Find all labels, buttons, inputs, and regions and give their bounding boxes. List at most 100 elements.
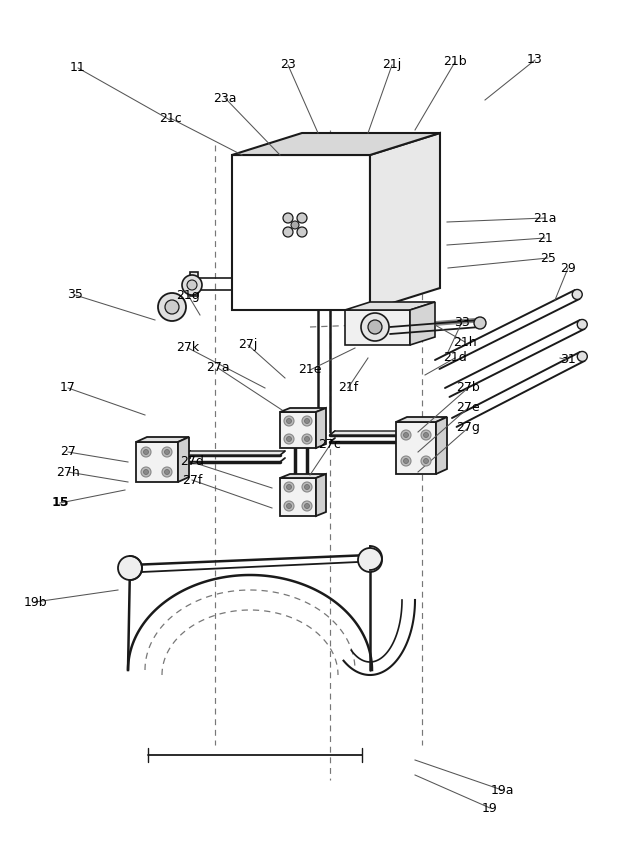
Text: 21c: 21c	[159, 111, 182, 125]
Circle shape	[302, 482, 312, 492]
Circle shape	[284, 434, 294, 444]
Text: 21b: 21b	[443, 56, 467, 68]
Polygon shape	[330, 431, 403, 435]
Circle shape	[284, 501, 294, 511]
Text: 21e: 21e	[298, 363, 322, 376]
Polygon shape	[136, 437, 189, 442]
Text: 23a: 23a	[213, 91, 237, 104]
Text: 27c: 27c	[319, 439, 342, 451]
Polygon shape	[280, 412, 316, 448]
Circle shape	[286, 418, 291, 423]
Circle shape	[368, 320, 382, 334]
Polygon shape	[136, 442, 178, 482]
Circle shape	[474, 317, 486, 329]
Circle shape	[305, 418, 309, 423]
Circle shape	[141, 447, 151, 457]
Text: 21f: 21f	[338, 381, 358, 394]
Circle shape	[305, 437, 309, 441]
Polygon shape	[345, 310, 410, 345]
Text: 13: 13	[527, 54, 543, 67]
Polygon shape	[280, 474, 326, 478]
Text: 27e: 27e	[456, 402, 480, 415]
Text: 19: 19	[482, 801, 498, 815]
Circle shape	[401, 430, 411, 440]
Text: 21j: 21j	[382, 58, 401, 72]
Circle shape	[577, 351, 587, 362]
Circle shape	[187, 280, 197, 290]
Polygon shape	[280, 408, 326, 412]
Circle shape	[182, 275, 202, 295]
Text: 33: 33	[454, 315, 470, 328]
Circle shape	[358, 548, 382, 572]
Circle shape	[164, 469, 170, 475]
Circle shape	[162, 467, 172, 477]
Circle shape	[144, 469, 149, 475]
Text: 21h: 21h	[453, 335, 477, 349]
Circle shape	[284, 482, 294, 492]
Circle shape	[291, 221, 299, 229]
Circle shape	[401, 456, 411, 466]
Text: 11: 11	[70, 62, 86, 74]
Polygon shape	[316, 408, 326, 448]
Circle shape	[577, 320, 587, 329]
Circle shape	[424, 458, 429, 463]
Polygon shape	[185, 451, 285, 455]
Circle shape	[361, 313, 389, 341]
Text: 27b: 27b	[456, 381, 480, 394]
Circle shape	[421, 430, 431, 440]
Circle shape	[284, 416, 294, 426]
Polygon shape	[316, 474, 326, 516]
Text: 19a: 19a	[490, 783, 514, 797]
Polygon shape	[232, 155, 370, 310]
Text: 27a: 27a	[206, 362, 230, 374]
Text: 31: 31	[560, 353, 576, 367]
Text: 27d: 27d	[180, 456, 204, 469]
Circle shape	[158, 293, 186, 321]
Circle shape	[286, 504, 291, 509]
Circle shape	[572, 290, 582, 299]
Polygon shape	[345, 302, 435, 310]
Text: 29: 29	[560, 262, 576, 274]
Text: 27j: 27j	[238, 339, 258, 351]
Circle shape	[297, 227, 307, 237]
Text: 25: 25	[540, 251, 556, 264]
Text: 21: 21	[537, 232, 553, 245]
Circle shape	[302, 416, 312, 426]
Circle shape	[297, 213, 307, 223]
Circle shape	[283, 227, 293, 237]
Circle shape	[286, 485, 291, 490]
Text: 15: 15	[51, 497, 69, 510]
Circle shape	[403, 458, 408, 463]
Text: 27f: 27f	[182, 474, 202, 486]
Polygon shape	[178, 437, 189, 482]
Text: 17: 17	[60, 381, 76, 394]
Circle shape	[403, 433, 408, 438]
Circle shape	[305, 485, 309, 490]
Polygon shape	[190, 272, 198, 296]
Circle shape	[302, 434, 312, 444]
Polygon shape	[436, 417, 447, 474]
Circle shape	[286, 437, 291, 441]
Text: 27g: 27g	[456, 422, 480, 434]
Text: 21g: 21g	[176, 288, 200, 302]
Text: 35: 35	[67, 288, 83, 302]
Text: 23: 23	[280, 58, 296, 72]
Circle shape	[165, 300, 179, 314]
Polygon shape	[410, 302, 435, 345]
Text: 21a: 21a	[533, 211, 557, 225]
Text: 21d: 21d	[443, 351, 467, 364]
Circle shape	[162, 447, 172, 457]
Polygon shape	[396, 417, 447, 422]
Circle shape	[164, 450, 170, 455]
Text: 27h: 27h	[56, 465, 80, 479]
Circle shape	[421, 456, 431, 466]
Text: 27: 27	[60, 445, 76, 458]
Circle shape	[283, 213, 293, 223]
Circle shape	[302, 501, 312, 511]
Circle shape	[141, 467, 151, 477]
Circle shape	[424, 433, 429, 438]
Circle shape	[118, 556, 142, 580]
Text: 19b: 19b	[23, 595, 47, 609]
Polygon shape	[396, 422, 436, 474]
Polygon shape	[280, 478, 316, 516]
